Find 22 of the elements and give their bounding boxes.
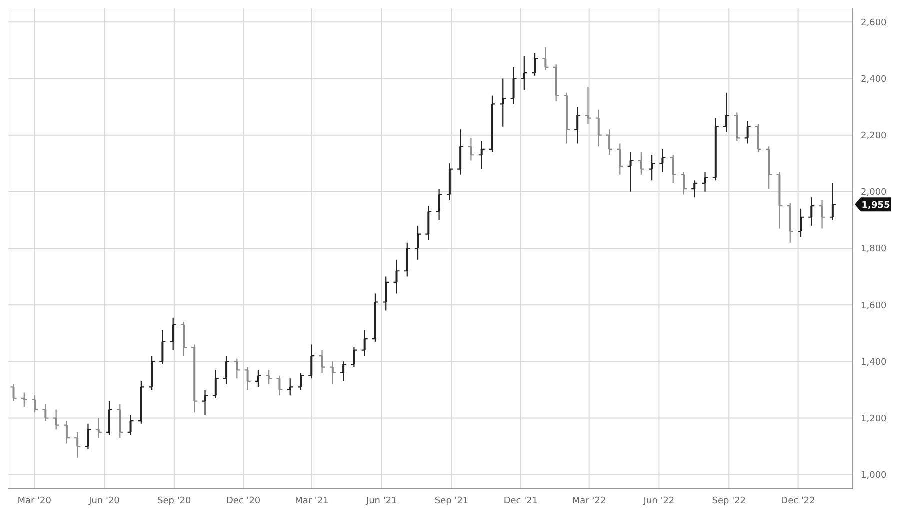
x-tick-label: Sep '22 — [712, 496, 746, 506]
y-tick-label: 2,200 — [861, 132, 888, 142]
x-tick-label: Dec '20 — [226, 496, 261, 506]
x-tick-label: Jun '22 — [642, 496, 675, 506]
y-tick-label: 2,400 — [861, 74, 888, 85]
x-tick-label: Jun '21 — [365, 496, 398, 506]
x-tick-label: Mar '20 — [18, 496, 52, 506]
text: 1,955 — [862, 201, 890, 212]
y-tick-label: 2,000 — [861, 188, 888, 198]
x-tick-label: Mar '22 — [572, 496, 606, 506]
x-tick-label: Dec '21 — [504, 496, 538, 506]
y-tick-label: 2,600 — [861, 18, 888, 28]
x-tick-label: Mar '21 — [295, 496, 329, 506]
x-tick-label: Sep '21 — [434, 496, 469, 506]
x-tick-label: Sep '20 — [158, 496, 192, 506]
y-tick-label: 1,400 — [861, 358, 888, 368]
x-tick-label: Dec '22 — [781, 496, 816, 506]
y-tick-label: 1,200 — [861, 414, 888, 424]
y-tick-label: 1,600 — [861, 301, 888, 312]
y-tick-label: 1,800 — [861, 244, 888, 255]
y-tick-label: 1,000 — [861, 471, 888, 482]
x-tick-label: Jun '20 — [88, 496, 120, 506]
